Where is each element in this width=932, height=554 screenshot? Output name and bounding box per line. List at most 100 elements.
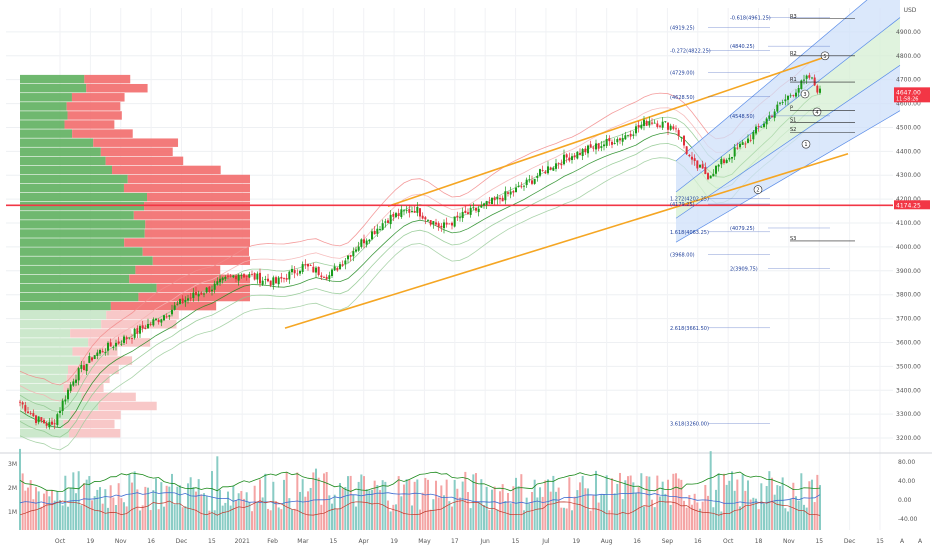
candle-body <box>72 381 75 386</box>
volume-bar <box>147 487 149 530</box>
volume-bar <box>805 507 808 530</box>
volume-bar <box>365 489 368 530</box>
volume-bar <box>504 500 507 530</box>
volume-bar <box>53 500 56 530</box>
candle-body <box>507 192 509 194</box>
candle-body <box>771 116 773 118</box>
candle-body <box>643 119 645 126</box>
candle-body <box>739 143 741 148</box>
volume-bar <box>128 473 131 530</box>
candle-body <box>128 337 131 339</box>
volume-bar <box>440 485 443 530</box>
candle-body <box>616 139 619 143</box>
volume-bar <box>101 503 104 530</box>
volume-bar <box>373 480 376 530</box>
volume-bar <box>635 492 637 530</box>
candle-body <box>416 206 419 213</box>
candle-body <box>632 134 635 136</box>
volume-bar <box>544 480 547 530</box>
candle-body <box>237 274 240 281</box>
candle-body <box>61 400 64 411</box>
candle-body <box>589 144 592 148</box>
candle-body <box>208 286 211 293</box>
candle-body <box>19 401 21 403</box>
volume-bar <box>496 509 499 530</box>
volume-bar <box>448 501 451 530</box>
profile-down-bar <box>72 347 118 356</box>
volume-bar <box>123 502 125 530</box>
volume-bar <box>133 471 136 530</box>
volume-bar <box>59 499 61 530</box>
volume-bar <box>792 482 795 530</box>
profile-up-bar <box>20 347 73 356</box>
candle-body <box>688 154 691 157</box>
volume-bar <box>189 477 192 530</box>
fib-level-label: 1.618(4063.25) <box>670 230 709 236</box>
candle-body <box>59 410 61 414</box>
envelope-line <box>19 93 821 429</box>
volume-bar <box>728 480 731 530</box>
volume-bar <box>579 482 581 530</box>
candle-body <box>472 207 475 209</box>
pivot-label: R1 <box>790 77 797 83</box>
volume-bar <box>819 485 821 530</box>
candle-body <box>107 342 109 351</box>
candle-body <box>360 239 363 247</box>
candle-body <box>37 416 40 423</box>
volume-bar <box>32 499 35 530</box>
candle-body <box>667 122 669 130</box>
candle-body <box>565 154 568 158</box>
candle-body <box>456 215 459 218</box>
candle-body <box>744 143 747 145</box>
volume-bar <box>472 474 475 530</box>
profile-up-bar <box>20 283 157 293</box>
volume-bar <box>605 475 608 530</box>
profile-up-bar <box>20 265 136 275</box>
candle-body <box>299 271 301 274</box>
volume-bar <box>555 491 557 530</box>
candle-body <box>437 223 440 228</box>
volume-bar <box>525 497 528 530</box>
candle-body <box>408 208 411 213</box>
candle-body <box>288 271 291 280</box>
candle-body <box>499 198 501 200</box>
price-tick-label: 3400.00 <box>896 387 921 394</box>
profile-down-bar <box>142 247 249 256</box>
volume-bar <box>803 504 805 530</box>
candle-body <box>755 126 757 134</box>
wave-label: 4 <box>815 110 818 116</box>
candle-body <box>619 138 621 141</box>
candle-body <box>139 326 141 334</box>
volume-bar <box>115 505 117 530</box>
volume-bar <box>187 483 189 530</box>
candle-body <box>691 156 693 160</box>
time-tick-label: 15 <box>876 538 884 545</box>
profile-up-bar <box>20 147 101 157</box>
wave-label: 3 <box>803 92 806 98</box>
volume-bar <box>557 487 560 530</box>
candle-body <box>328 275 331 280</box>
candle-body <box>651 122 653 124</box>
volume-bar <box>664 493 667 530</box>
candle-body <box>467 212 469 214</box>
candle-body <box>749 139 752 141</box>
profile-up-bar <box>20 329 71 338</box>
volume-bar <box>419 509 421 530</box>
axis-corner-label: A <box>918 538 923 545</box>
pivot-label: R2 <box>790 51 797 57</box>
time-tick-label: Sep <box>662 538 674 545</box>
volume-bar <box>368 490 371 530</box>
price-tick-label: 3600.00 <box>896 339 921 346</box>
volume-bar <box>811 479 813 530</box>
candle-body <box>808 75 811 78</box>
candle-body <box>307 263 309 267</box>
candle-body <box>432 221 435 225</box>
volume-bar <box>435 480 437 530</box>
volume-bar <box>600 494 603 530</box>
candle-body <box>101 351 104 353</box>
candle-body <box>261 280 264 285</box>
volume-bar <box>685 507 688 530</box>
volume-bar <box>648 476 651 530</box>
volume-bar <box>701 501 704 530</box>
candle-body <box>435 222 437 225</box>
